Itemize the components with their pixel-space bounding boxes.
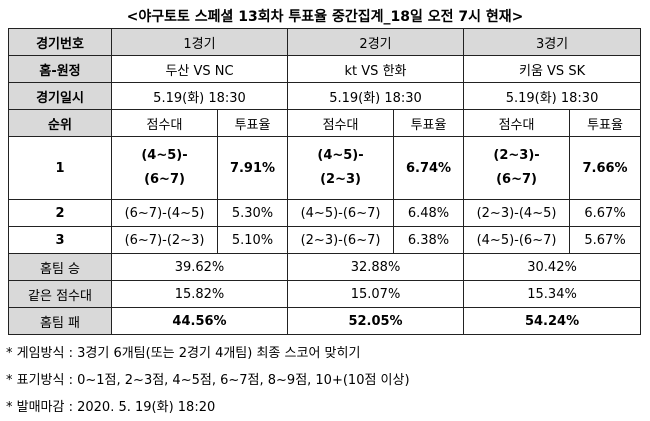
rank-1-score-game-1: (4~5)- (6~7): [111, 136, 218, 200]
home-win-game-3: 30.42%: [463, 253, 642, 281]
score-line-1: (4~5)-: [141, 148, 188, 163]
rank-2-row: 2 (6~7)-(4~5) 5.30% (4~5)-(6~7) 6.48% (2…: [8, 199, 642, 227]
score-line-2: (2~3): [320, 172, 361, 187]
schedule-label: 경기일시: [8, 82, 112, 110]
matchup-game-2: kt VS 한화: [287, 55, 465, 83]
schedule-game-1: 5.19(화) 18:30: [110, 82, 289, 110]
rank-3-rate-game-1: 5.10%: [216, 226, 289, 254]
rank-2-score-game-2: (4~5)-(6~7): [287, 199, 395, 227]
matchup-row: 홈-원정 두산 VS NC kt VS 한화 키움 VS SK: [8, 55, 642, 83]
note-game-method: * 게임방식 : 3경기 6개팀(또는 2경기 4개팀) 최종 스코어 맞히기: [6, 346, 361, 361]
home-loss-row: 홈팀 패 44.56% 52.05% 54.24%: [8, 307, 642, 335]
score-line-1: (2~3)-: [493, 148, 540, 163]
score-header-game-3: 점수대: [463, 109, 571, 137]
rank-3-label: 3: [8, 226, 112, 254]
rank-2-label: 2: [8, 199, 112, 227]
same-score-label: 같은 점수대: [8, 280, 112, 308]
game-1-header: 1경기: [110, 28, 289, 56]
rank-2-score-game-1: (6~7)-(4~5): [111, 199, 218, 227]
home-win-row: 홈팀 승 39.62% 32.88% 30.42%: [8, 253, 642, 281]
schedule-game-3: 5.19(화) 18:30: [463, 82, 642, 110]
home-loss-label: 홈팀 패: [8, 307, 112, 335]
score-line-2: (6~7): [496, 172, 537, 187]
rank-label: 순위: [8, 109, 112, 137]
game-number-row: 경기번호 1경기 2경기 3경기: [8, 28, 642, 56]
home-win-game-2: 32.88%: [287, 253, 465, 281]
matchup-game-3: 키움 VS SK: [463, 55, 642, 83]
rank-3-score-game-2: (2~3)-(6~7): [287, 226, 395, 254]
same-score-row: 같은 점수대 15.82% 15.07% 15.34%: [8, 280, 642, 308]
score-header-game-1: 점수대: [111, 109, 218, 137]
same-score-game-2: 15.07%: [287, 280, 465, 308]
rank-2-rate-game-2: 6.48%: [393, 199, 465, 227]
score-header-game-2: 점수대: [287, 109, 395, 137]
game-2-header: 2경기: [287, 28, 465, 56]
rank-1-label: 1: [8, 136, 112, 200]
note-notation: * 표기방식 : 0~1점, 2~3점, 4~5점, 6~7점, 8~9점, 1…: [6, 373, 410, 388]
matchup-game-1: 두산 VS NC: [110, 55, 289, 83]
rate-header-game-2: 투표율: [393, 109, 465, 137]
home-loss-game-3: 54.24%: [463, 307, 642, 335]
page-title: <야구토토 스페셜 13회차 투표율 중간집계_18일 오전 7시 현재>: [126, 9, 524, 25]
home-loss-game-1: 44.56%: [110, 307, 289, 335]
rank-2-rate-game-3: 6.67%: [569, 199, 642, 227]
score-line-1: (4~5)-: [317, 148, 364, 163]
note-deadline: * 발매마감 : 2020. 5. 19(화) 18:20: [6, 400, 216, 415]
matchup-label: 홈-원정: [8, 55, 112, 83]
rank-1-rate-game-3: 7.66%: [569, 136, 642, 200]
rate-header-game-3: 투표율: [569, 109, 642, 137]
schedule-row: 경기일시 5.19(화) 18:30 5.19(화) 18:30 5.19(화)…: [8, 82, 642, 110]
rank-3-score-game-1: (6~7)-(2~3): [111, 226, 218, 254]
home-win-label: 홈팀 승: [8, 253, 112, 281]
rank-1-rate-game-1: 7.91%: [216, 136, 289, 200]
rank-2-score-game-3: (2~3)-(4~5): [463, 199, 571, 227]
rank-3-score-game-3: (4~5)-(6~7): [463, 226, 571, 254]
rank-3-rate-game-3: 5.67%: [569, 226, 642, 254]
game-3-header: 3경기: [463, 28, 642, 56]
rank-1-score-game-2: (4~5)- (2~3): [287, 136, 395, 200]
home-loss-game-2: 52.05%: [287, 307, 465, 335]
home-win-game-1: 39.62%: [110, 253, 289, 281]
rank-3-rate-game-2: 6.38%: [393, 226, 465, 254]
rate-header-game-1: 투표율: [216, 109, 289, 137]
rank-1-rate-game-2: 6.74%: [393, 136, 465, 200]
same-score-game-3: 15.34%: [463, 280, 642, 308]
schedule-game-2: 5.19(화) 18:30: [287, 82, 465, 110]
game-number-label: 경기번호: [8, 28, 112, 56]
same-score-game-1: 15.82%: [110, 280, 289, 308]
rank-2-rate-game-1: 5.30%: [216, 199, 289, 227]
rank-3-row: 3 (6~7)-(2~3) 5.10% (2~3)-(6~7) 6.38% (4…: [8, 226, 642, 254]
vote-rate-table: 경기번호 1경기 2경기 3경기 홈-원정 두산 VS NC kt VS 한화 …: [8, 28, 642, 335]
rank-1-row: 1 (4~5)- (6~7) 7.91% (4~5)- (2~3) 6.74% …: [8, 136, 642, 200]
rank-header-row: 순위 점수대 투표율 점수대 투표율 점수대 투표율: [8, 109, 642, 137]
score-line-2: (6~7): [144, 172, 185, 187]
rank-1-score-game-3: (2~3)- (6~7): [463, 136, 571, 200]
notes: * 게임방식 : 3경기 6개팀(또는 2경기 4개팀) 최종 스코어 맞히기 …: [6, 340, 410, 421]
